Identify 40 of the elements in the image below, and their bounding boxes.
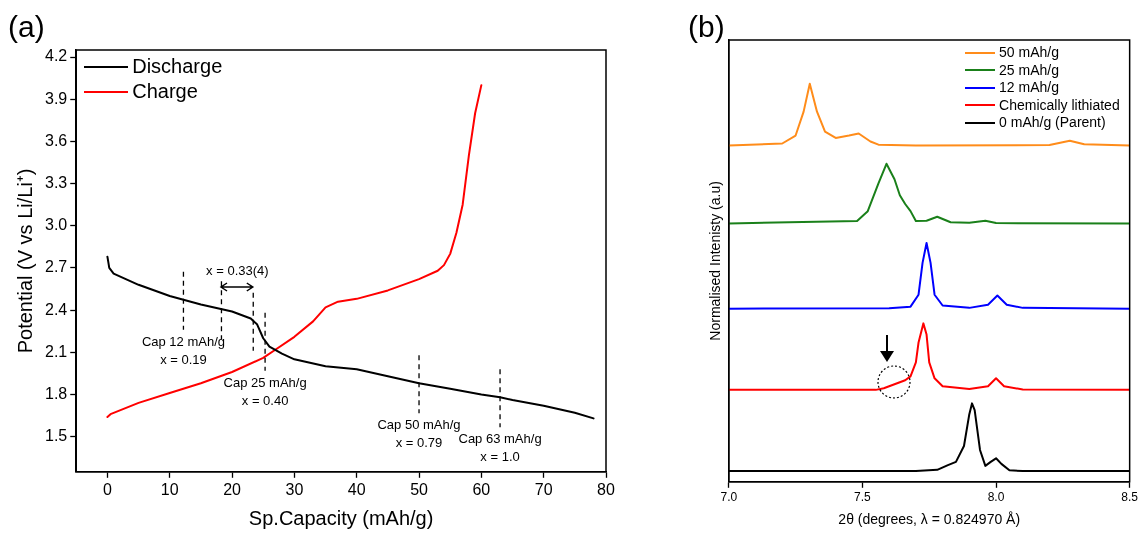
- ref-line-label: Cap 63 mAh/g x = 1.0: [458, 431, 542, 465]
- x-axis-title: Sp.Capacity (mAh/g): [248, 506, 434, 529]
- x-tick-label: 20: [223, 480, 242, 498]
- y-axis-title: Potential (V vs Li/Li⁺): [13, 168, 36, 354]
- ref-line-label: Cap 25 mAh/g x = 0.40: [223, 374, 307, 408]
- x-tick-label: 50: [410, 480, 429, 498]
- y-tick-label: 2.1: [44, 342, 68, 360]
- chart-title: (b): [688, 10, 725, 44]
- x-tick-label: 30: [285, 480, 304, 498]
- legend-label: Charge: [132, 79, 198, 104]
- x-tick-label: 7.0: [720, 490, 738, 505]
- y-tick-label: 3.6: [44, 131, 68, 149]
- x-axis-title: 2θ (degrees, λ = 0.824970 Å): [838, 511, 1021, 528]
- legend-label: Discharge: [132, 54, 223, 79]
- legend-label: 12 mAh/g: [999, 79, 1059, 97]
- x-tick-label: 80: [597, 480, 615, 498]
- ref-line-label: Cap 12 mAh/g x = 0.19: [141, 333, 225, 367]
- y-tick-label: 2.4: [44, 300, 68, 318]
- x-tick-label: 40: [347, 480, 366, 498]
- x-tick-label: 0: [102, 480, 112, 498]
- annotation: x = 0.33(4): [206, 262, 269, 278]
- x-tick-label: 60: [472, 480, 491, 498]
- legend-label: 50 mAh/g: [999, 44, 1059, 62]
- x-tick-label: 7.5: [854, 490, 872, 505]
- x-tick-label: 8.0: [987, 490, 1005, 505]
- y-tick-label: 4.2: [44, 47, 68, 65]
- x-tick-label: 10: [160, 480, 179, 498]
- legend-label: 25 mAh/g: [999, 61, 1059, 79]
- legend-label: 0 mAh/g (Parent): [999, 114, 1106, 132]
- y-tick-label: 1.5: [44, 427, 68, 445]
- y-tick-label: 3.9: [44, 89, 68, 107]
- y-tick-label: 2.7: [44, 258, 68, 276]
- y-axis-title: Normalised Intenisty (a.u): [707, 181, 724, 341]
- x-tick-label: 8.5: [1121, 490, 1139, 505]
- y-tick-label: 3.3: [44, 173, 68, 191]
- chart-title: (a): [8, 10, 45, 44]
- x-tick-label: 70: [534, 480, 553, 498]
- y-tick-label: 1.8: [44, 384, 68, 402]
- legend-label: Chemically lithiated: [999, 96, 1120, 114]
- y-tick-label: 3.0: [44, 216, 68, 234]
